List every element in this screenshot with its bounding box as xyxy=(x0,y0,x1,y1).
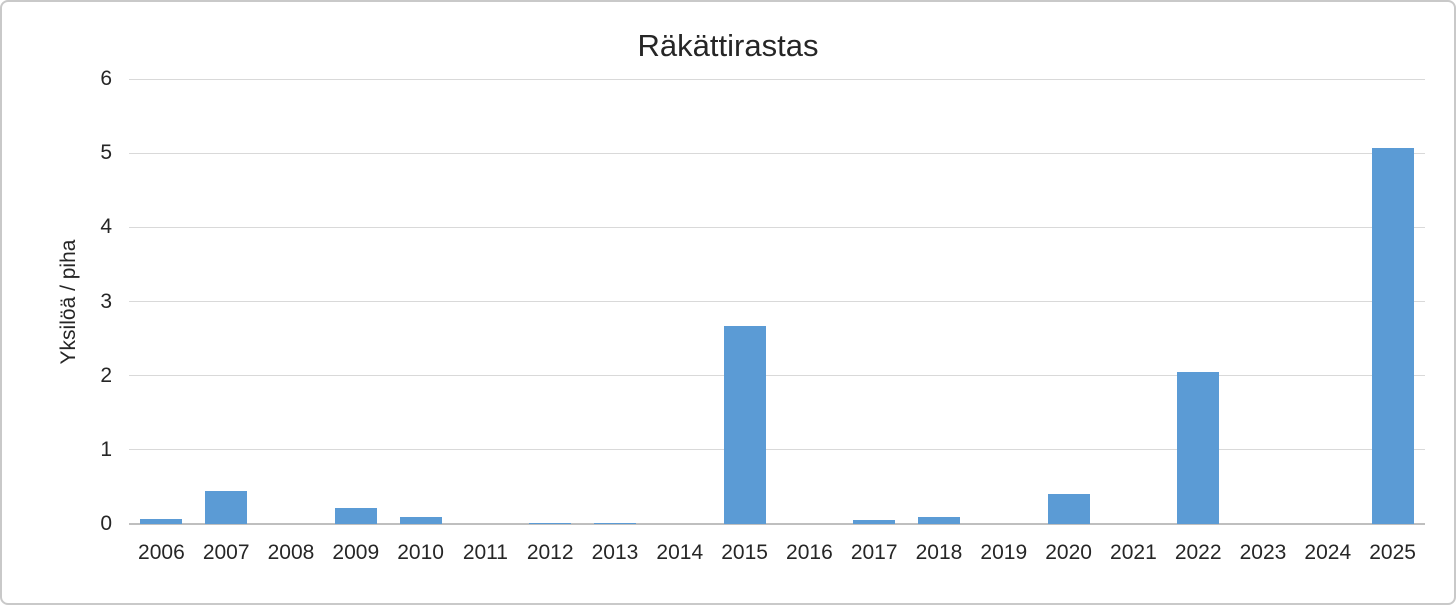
x-tick-label-2012: 2012 xyxy=(526,541,574,564)
x-tick-label-2023: 2023 xyxy=(1239,541,1287,564)
bar-2022 xyxy=(1177,371,1220,524)
x-tick-label-2014: 2014 xyxy=(656,541,704,564)
bar-2009 xyxy=(334,508,377,524)
x-tick-label-2013: 2013 xyxy=(591,541,639,564)
x-tick-label-2010: 2010 xyxy=(397,541,444,564)
x-axis-line xyxy=(129,523,1425,525)
y-tick-label-2: 2 xyxy=(100,363,112,387)
y-tick-label-0: 0 xyxy=(100,512,112,535)
bar-2025 xyxy=(1371,147,1414,524)
x-tick-label-2018: 2018 xyxy=(915,541,963,564)
bar-2020 xyxy=(1047,493,1090,524)
bar-2018 xyxy=(918,517,960,524)
x-tick-label-2008: 2008 xyxy=(267,541,315,564)
y-tick-label-4: 4 xyxy=(100,215,112,239)
x-tick-label-2019: 2019 xyxy=(980,541,1028,564)
x-tick-label-2007: 2007 xyxy=(202,541,250,564)
x-tick-label-2022: 2022 xyxy=(1174,541,1222,564)
y-tick-label-5: 5 xyxy=(100,141,112,165)
x-tick-label-2021: 2021 xyxy=(1110,541,1157,564)
x-tick-label-2016: 2016 xyxy=(786,541,833,564)
y-tick-label-6: 6 xyxy=(100,67,112,90)
x-tick-label-2011: 2011 xyxy=(462,541,508,564)
bar-2006 xyxy=(140,518,183,524)
gridline-y-5 xyxy=(129,152,1425,154)
y-tick-label-3: 3 xyxy=(100,289,112,313)
bar-2010 xyxy=(399,517,442,524)
bar-2012 xyxy=(529,522,572,524)
plot-area xyxy=(129,78,1425,525)
chart-title: Räkättirastas xyxy=(637,28,819,63)
bar-2017 xyxy=(853,520,896,524)
x-tick-label-2025: 2025 xyxy=(1369,541,1416,564)
y-tick-label-1: 1 xyxy=(100,437,112,461)
bar-2007 xyxy=(205,490,248,524)
x-tick-label-2024: 2024 xyxy=(1304,541,1352,564)
bar-2015 xyxy=(723,325,766,524)
gridline-y-2 xyxy=(129,375,1425,377)
bar-2013 xyxy=(594,522,636,524)
gridline-y-6 xyxy=(129,78,1425,80)
x-tick-label-2009: 2009 xyxy=(332,541,380,564)
x-tick-label-2020: 2020 xyxy=(1045,541,1092,564)
x-tick-label-2015: 2015 xyxy=(721,541,768,564)
gridline-y-3 xyxy=(129,301,1425,302)
gridline-y-1 xyxy=(129,449,1425,451)
gridline-y-4 xyxy=(129,226,1425,228)
x-tick-label-2006: 2006 xyxy=(138,541,185,564)
x-tick-label-2017: 2017 xyxy=(850,541,898,564)
